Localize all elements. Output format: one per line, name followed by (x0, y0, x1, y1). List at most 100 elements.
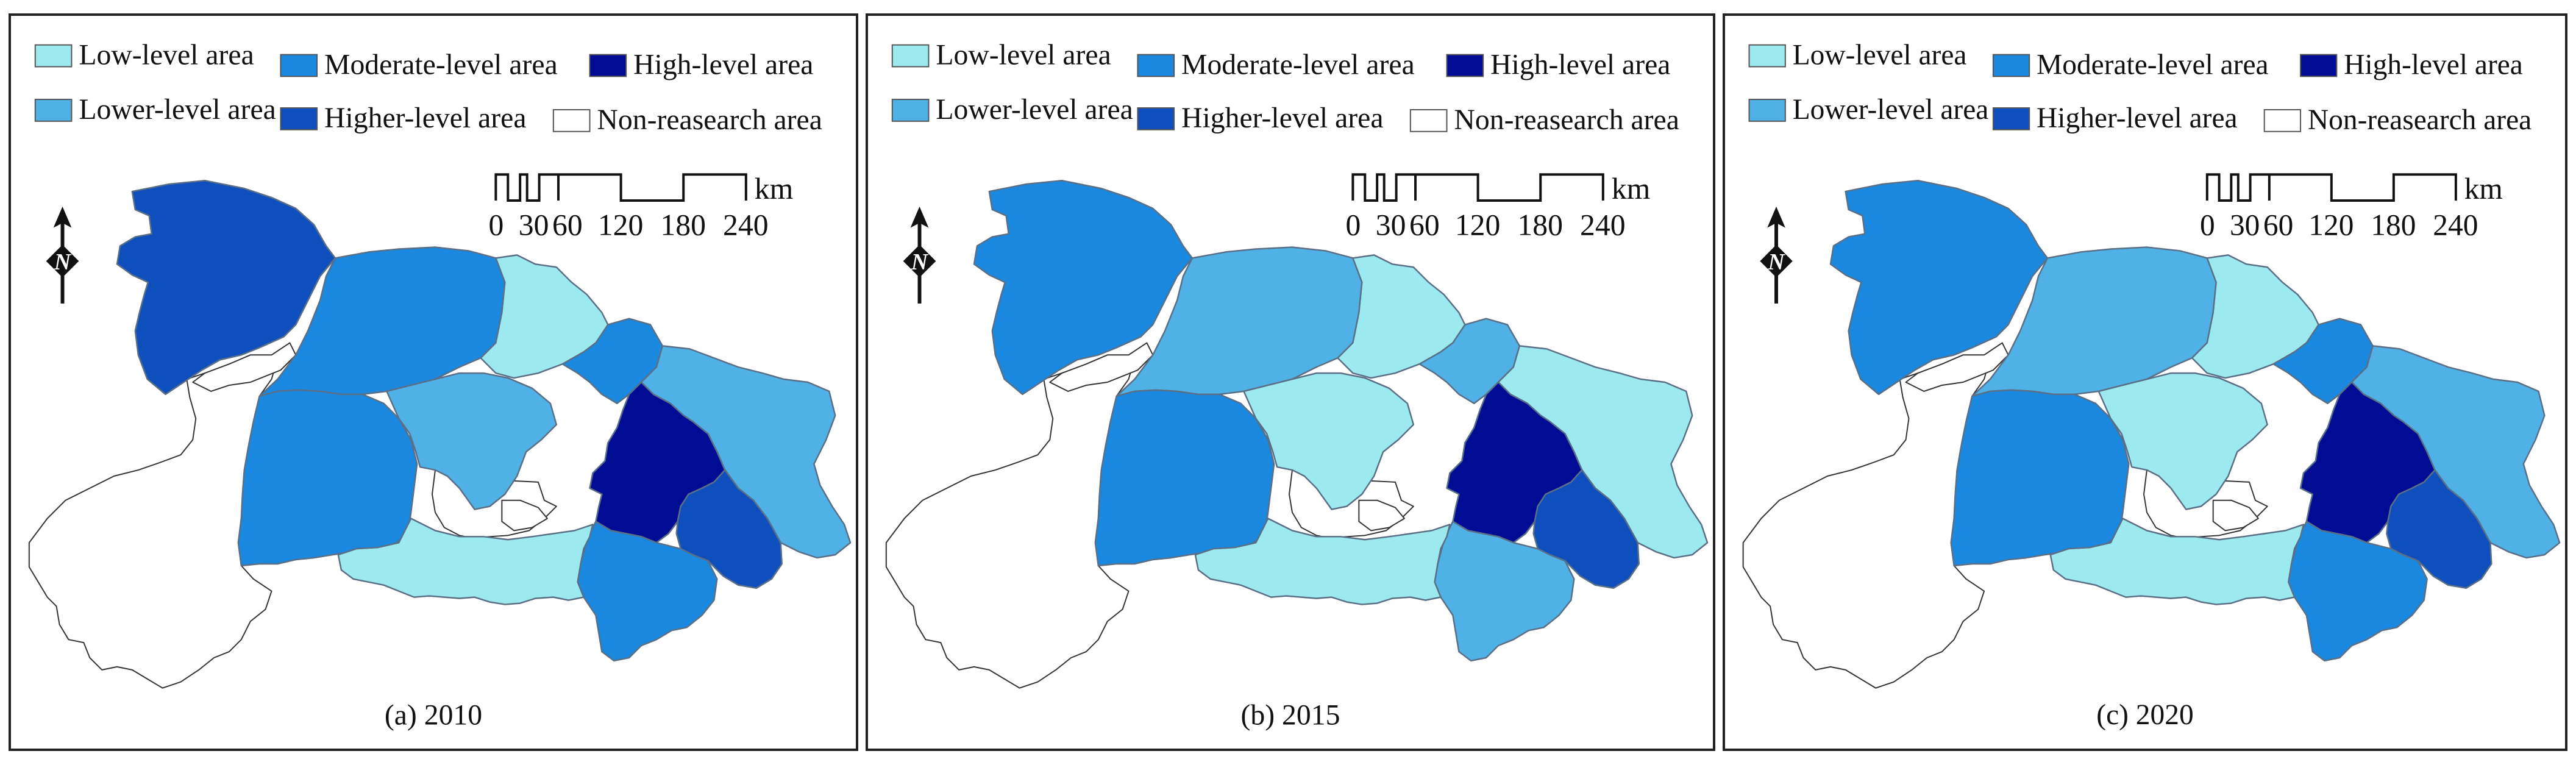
scale-tick-label: 30 (1376, 208, 1406, 242)
legend-label-low: Low-level area (1793, 39, 1967, 71)
scale-tick-label: 120 (2308, 208, 2354, 241)
map-panel-2015: Low-level area Moderate-level area High-le… (866, 13, 1715, 751)
panel-caption: (a) 2010 (385, 699, 482, 731)
region-c (2097, 372, 2268, 510)
legend-swatch-low (891, 44, 930, 68)
region-sc (1194, 518, 1451, 605)
non-research-region (1358, 499, 1405, 532)
scale-tick-label: 120 (598, 208, 644, 242)
north-arrow-icon: N (46, 206, 79, 304)
map-svg: Low-level area Moderate-level area High-le… (1742, 39, 2561, 731)
legend-item-low: Low-level area (891, 38, 1111, 71)
region-nw (116, 179, 336, 396)
legend-item-high: High-level area (589, 48, 813, 80)
legend-item-moderate: Moderate-level area (280, 48, 558, 80)
legend-item-high: High-level area (1446, 48, 1670, 80)
legend-swatch-high (2300, 54, 2338, 77)
scale-tick-label: 180 (1517, 208, 1563, 242)
region-nw (973, 179, 1194, 396)
legend-label-moderate: Moderate-level area (324, 48, 558, 80)
non-research-region (501, 499, 548, 532)
legend-label-higher: Higher-level area (2037, 102, 2238, 134)
scale-bar-line (494, 173, 747, 202)
scale-unit-label: km (755, 172, 794, 205)
scale-tick-label: 0 (488, 208, 503, 242)
legend-swatch-low (1748, 44, 1786, 68)
legend-swatch-lower (1748, 99, 1786, 122)
legend-item-lower: Lower-level area (891, 93, 1133, 126)
scale-tick-label: 240 (1580, 208, 1626, 242)
legend-label-moderate: Moderate-level area (1181, 48, 1415, 80)
panel-caption: (c) 2020 (2096, 699, 2193, 731)
map-panel-2010: Low-level area Moderate-level area High-le… (9, 13, 858, 751)
scale-tick-label: 60 (552, 208, 583, 242)
legend-item-non: Non-reasearch area (552, 104, 822, 136)
scale-tick-label: 60 (2263, 208, 2293, 241)
non-research-region (2212, 499, 2259, 532)
region-ne1 (2272, 318, 2374, 405)
legend-label-moderate: Moderate-level area (2037, 49, 2269, 80)
scale-bar-line (1351, 173, 1604, 202)
legend-label-higher: Higher-level area (324, 102, 526, 134)
north-label: N (1767, 249, 1785, 275)
map-svg: Low-level area Moderate-level area High-le… (885, 38, 1709, 731)
legend-swatch-high (589, 54, 627, 77)
region-sc (2049, 518, 2305, 605)
region-w (1950, 389, 2130, 567)
legend-item-non: Non-reasearch area (1409, 104, 1679, 136)
north-arrow-icon: N (903, 206, 936, 304)
legend-item-low: Low-level area (34, 38, 254, 71)
legend-swatch-moderate (1992, 54, 2030, 77)
legend-item-non: Non-reasearch area (2263, 104, 2532, 136)
scale-tick-label: 30 (519, 208, 549, 242)
legend-swatch-higher (280, 107, 318, 130)
region-ne1 (1418, 318, 1521, 405)
panel-caption: (b) 2015 (1241, 699, 1340, 731)
region-nw (1829, 179, 2049, 396)
legend-swatch-low (34, 44, 73, 68)
scale-tick-label: 30 (2230, 208, 2260, 241)
legend-label-lower: Lower-level area (79, 93, 276, 126)
legend-item-moderate: Moderate-level area (1992, 49, 2269, 80)
legend-swatch-non (2263, 109, 2302, 132)
scale-unit-label: km (2464, 172, 2503, 205)
legend-label-non: Non-reasearch area (597, 104, 822, 136)
legend-swatch-non (552, 109, 591, 132)
scale-tick-label: 0 (1345, 208, 1361, 242)
north-arrow-icon: N (1760, 206, 1793, 304)
legend-item-lower: Lower-level area (1748, 94, 1988, 126)
legend-item-low: Low-level area (1748, 39, 1967, 71)
legend-label-lower: Lower-level area (936, 93, 1133, 126)
legend-swatch-higher (1137, 107, 1175, 130)
region-w (1094, 389, 1275, 567)
scale-tick-label: 240 (723, 208, 769, 242)
north-label: N (54, 249, 72, 275)
legend-swatch-non (1409, 109, 1448, 132)
map-svg: Low-level area Moderate-level area High-le… (28, 38, 852, 731)
scale-tick-label: 0 (2200, 208, 2215, 241)
legend-swatch-moderate (280, 54, 318, 77)
region-w (237, 389, 418, 567)
legend-item-lower: Lower-level area (34, 93, 276, 126)
legend-label-non: Non-reasearch area (2308, 104, 2532, 136)
legend-swatch-higher (1992, 107, 2030, 130)
legend-label-high: High-level area (1490, 48, 1670, 80)
map-panel-2020: Low-level area Moderate-level area High-le… (1723, 13, 2567, 751)
region-ne1 (561, 318, 664, 405)
legend-swatch-moderate (1137, 54, 1175, 77)
legend-swatch-high (1446, 54, 1484, 77)
region-sc (337, 518, 594, 605)
scale-tick-label: 120 (1455, 208, 1501, 242)
legend-item-higher: Higher-level area (280, 102, 527, 134)
legend-label-low: Low-level area (936, 38, 1111, 71)
legend-label-high: High-level area (2344, 49, 2523, 80)
scale-tick-label: 240 (2433, 208, 2478, 241)
legend-label-higher: Higher-level area (1181, 102, 1383, 134)
legend-item-higher: Higher-level area (1992, 102, 2238, 134)
legend-label-low: Low-level area (79, 38, 254, 71)
scale-unit-label: km (1612, 172, 1651, 205)
scale-tick-label: 180 (660, 208, 706, 242)
